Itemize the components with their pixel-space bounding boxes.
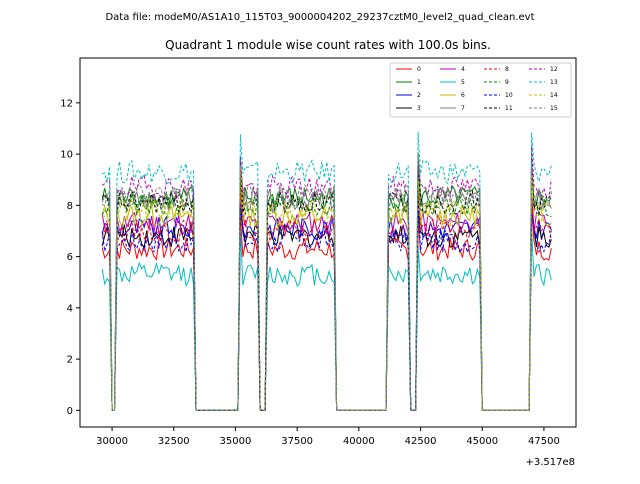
x-axis: 30000 32500 35000 37500 40000 42500 45000 47500 (96, 427, 560, 447)
legend-label: 9 (505, 79, 509, 86)
x-tick-label: 40000 (343, 436, 375, 447)
series-line (101, 184, 552, 411)
x-tick-label: 35000 (220, 436, 252, 447)
legend-label: 6 (461, 92, 465, 99)
y-tick-label: 0 (67, 406, 73, 417)
series-line (101, 184, 552, 411)
legend-label: 3 (417, 105, 421, 112)
x-tick-label: 32500 (158, 436, 190, 447)
series-line (101, 152, 552, 411)
series-line (102, 165, 552, 411)
x-offset-text: +3.517e8 (525, 457, 575, 468)
axes-frame (79, 57, 577, 428)
y-axis: 0 2 4 6 8 10 12 (60, 98, 80, 417)
series-line (101, 227, 552, 411)
x-tick-label: 45000 (466, 436, 498, 447)
y-tick-label: 8 (67, 201, 73, 212)
series-line (101, 171, 552, 411)
legend-label: 7 (461, 105, 465, 112)
legend-label: 1 (417, 79, 421, 86)
series-line (101, 161, 552, 411)
legend-label: 8 (505, 66, 509, 73)
series-line (101, 209, 552, 411)
series-line (101, 204, 552, 411)
x-tick-label: 37500 (281, 436, 313, 447)
chart-suptitle: Data file: modeM0/AS1A10_115T03_90000042… (105, 12, 534, 23)
y-tick-label: 4 (67, 303, 73, 314)
series-line (101, 174, 552, 411)
series-line (101, 152, 552, 411)
legend-label: 10 (505, 92, 513, 99)
y-tick-label: 2 (67, 355, 73, 366)
y-tick-label: 12 (60, 98, 73, 109)
plot-area (101, 132, 552, 411)
series-line (101, 181, 552, 411)
y-tick-label: 10 (60, 150, 73, 161)
series-line (101, 144, 552, 411)
x-tick-label: 47500 (528, 436, 560, 447)
legend-label: 15 (550, 105, 558, 112)
y-tick-label: 6 (67, 252, 73, 263)
legend-label: 4 (461, 66, 465, 73)
chart-title: Quadrant 1 module wise count rates with … (165, 38, 491, 52)
legend-label: 2 (417, 92, 421, 99)
series-line (102, 132, 552, 411)
legend-box (389, 62, 572, 118)
legend-label: 14 (550, 92, 558, 99)
x-tick-label: 42500 (405, 436, 437, 447)
legend-label: 12 (550, 66, 558, 73)
legend-label: 13 (550, 79, 558, 86)
legend-label: 11 (505, 105, 513, 112)
x-tick-label: 30000 (96, 436, 128, 447)
legend-label: 5 (461, 79, 465, 86)
legend-label: 0 (417, 66, 421, 73)
series-line (101, 194, 552, 411)
series-line (101, 156, 552, 411)
